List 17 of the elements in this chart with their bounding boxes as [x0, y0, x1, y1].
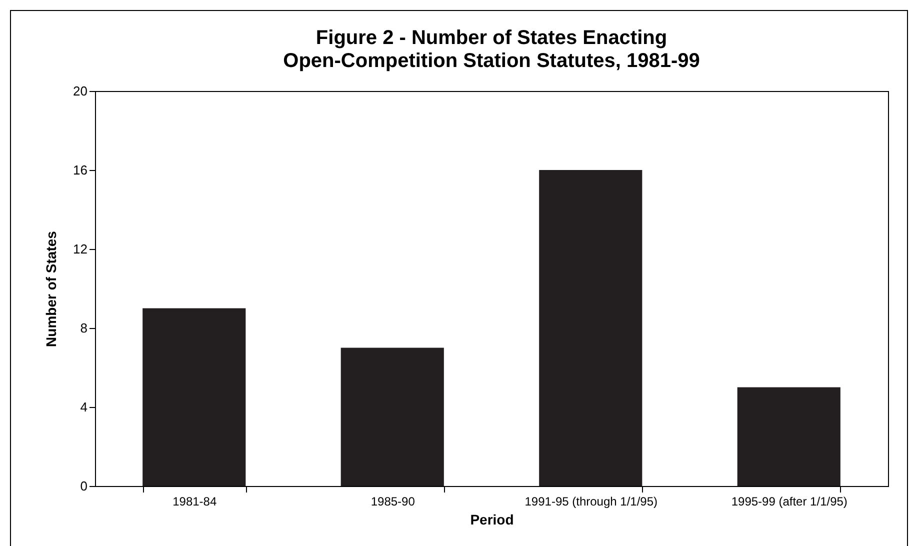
- x-tick-label: 1985-90: [370, 494, 416, 508]
- y-tick-label: 12: [73, 242, 88, 256]
- y-tick-label: 4: [80, 400, 88, 414]
- y-tick-label: 20: [73, 84, 88, 98]
- y-tick-label: 8: [80, 320, 88, 336]
- bar: [142, 308, 246, 486]
- y-tick-label: 16: [73, 162, 88, 178]
- x-tick-label: 1995-99 (after 1/1/95): [731, 494, 848, 508]
- bar: [737, 387, 840, 486]
- x-tick-label: 1991-95 (through 1/1/95): [524, 494, 658, 508]
- chart-title: Figure 2 - Number of States Enacting Open-Competition Station Statutes, 1981-99: [283, 27, 700, 72]
- x-tick-label: 1981-84: [172, 494, 217, 508]
- bar: [340, 348, 444, 486]
- bar: [539, 170, 642, 486]
- y-axis-title: Number of States: [43, 230, 60, 347]
- y-tick-label: 0: [80, 478, 88, 494]
- x-axis-title: Period: [470, 512, 514, 528]
